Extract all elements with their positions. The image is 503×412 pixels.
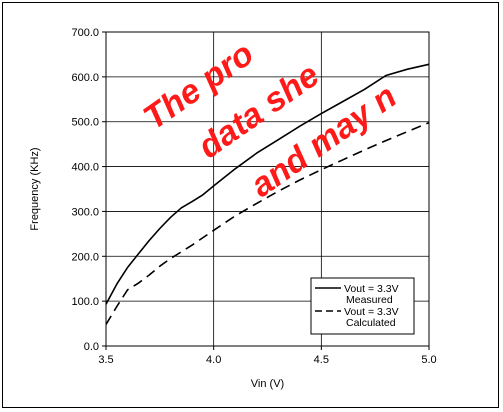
x-tick-label: 3.5 xyxy=(98,354,113,366)
y-tick-label: 500.0 xyxy=(71,117,99,129)
axes: 0.0 100.0 200.0 300.0 400.0 500.0 600.0 700.0 3.… xyxy=(29,27,437,390)
y-tick-label: 600.0 xyxy=(71,72,99,84)
y-axis-title: Frequency (KHz) xyxy=(29,147,41,230)
y-tick-label: 300.0 xyxy=(71,206,99,218)
series-line-calculated xyxy=(105,121,430,325)
x-tick-label: 4.5 xyxy=(314,354,329,366)
legend-label: Vout = 3.3V xyxy=(344,306,399,318)
x-axis-title: Vin (V) xyxy=(251,378,284,390)
legend-label-sub: Measured xyxy=(346,294,393,306)
series-group xyxy=(105,63,430,325)
legend-label-sub: Calculated xyxy=(346,317,396,329)
y-tick-label: 100.0 xyxy=(71,296,99,308)
chart-frame xyxy=(2,2,499,408)
x-tick-label: 5.0 xyxy=(421,354,436,366)
y-tick-label: 700.0 xyxy=(71,27,99,39)
x-tick-label: 4.0 xyxy=(206,354,221,366)
y-tick-label: 400.0 xyxy=(71,162,99,174)
y-tick-label: 200.0 xyxy=(71,251,99,263)
y-tick-label: 0.0 xyxy=(84,341,99,353)
plot-area-border xyxy=(105,31,430,347)
legend-label: Vout = 3.3V xyxy=(344,283,399,295)
series-line-measured xyxy=(105,63,430,305)
